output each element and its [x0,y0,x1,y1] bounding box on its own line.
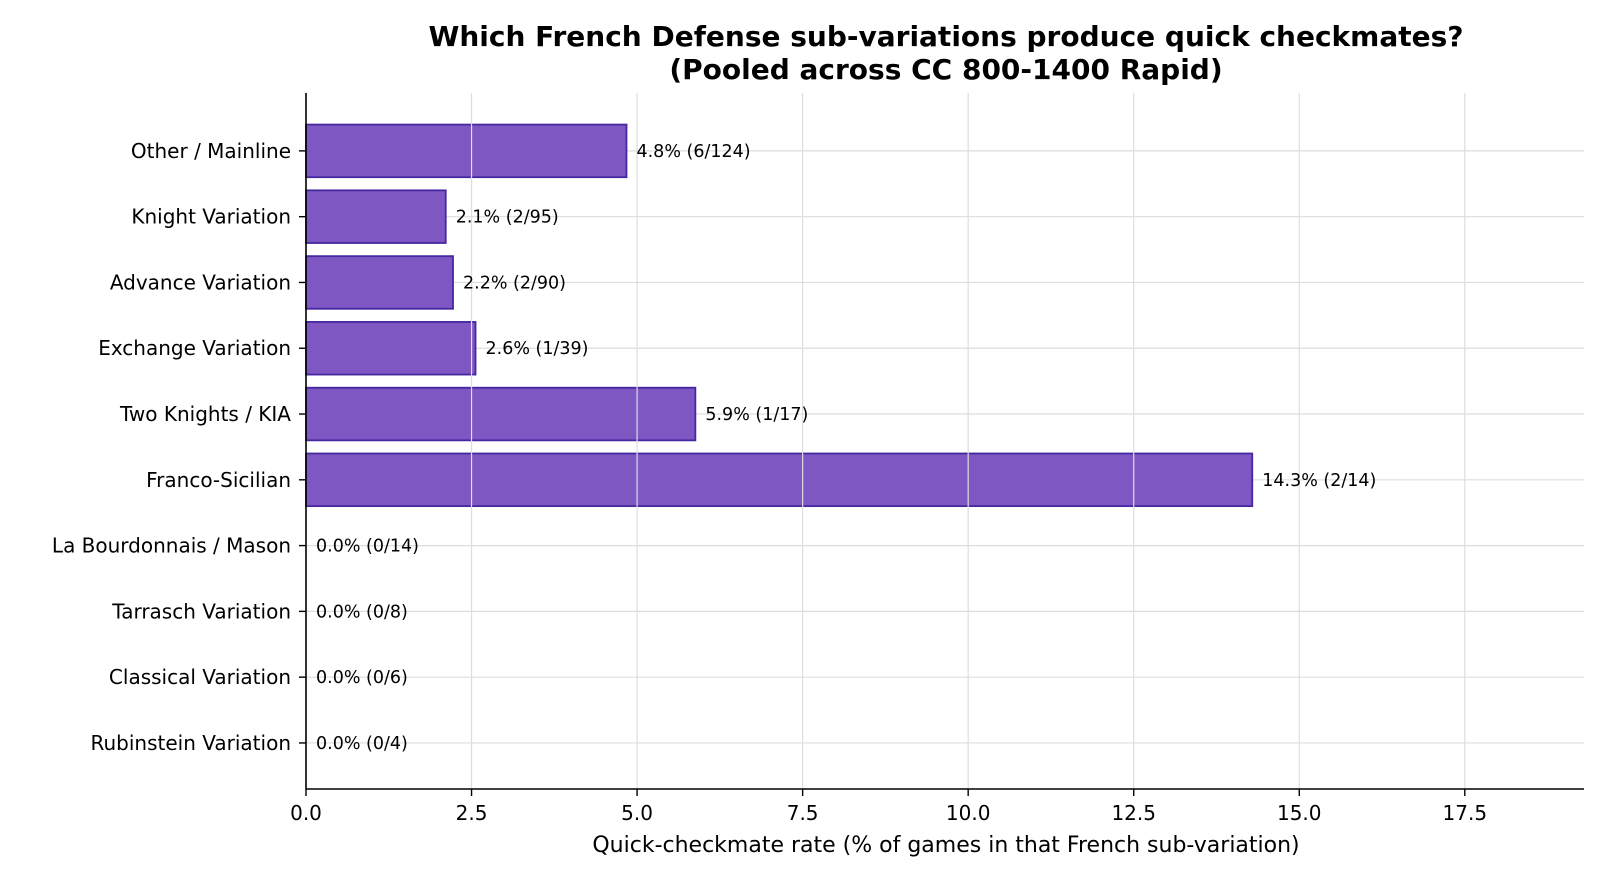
x-tick-label: 0.0 [290,801,322,825]
bar-value-label: 4.8% (6/124) [636,142,750,162]
y-tick-label: Tarrasch Variation [111,599,291,623]
bar-value-labels: 4.8% (6/124) 2.1% (2/95) 2.2% (2/90) 2.6% (… [316,142,1376,754]
y-tick-labels: Other / Mainline Knight Variation Advance … [52,139,306,755]
x-tick-label: 17.5 [1443,801,1488,825]
x-axis-label: Quick-checkmate rate (% of games in that… [592,833,1299,858]
bar-value-label: 2.1% (2/95) [456,208,559,228]
y-tick-label: Two Knights / KIA [119,402,291,426]
x-tick-label: 5.0 [621,801,653,825]
bar-value-label: 2.6% (1/39) [486,339,589,359]
y-tick-label: Classical Variation [109,665,291,689]
bars [305,123,1254,508]
x-tick-label: 12.5 [1111,801,1156,825]
gridlines [306,150,1584,744]
y-tick-label: Exchange Variation [98,336,291,360]
y-tick-label: Rubinstein Variation [91,731,292,755]
bar [305,255,454,310]
bar [305,189,447,244]
bar-value-label: 0.0% (0/14) [316,537,419,557]
bar-value-label: 0.0% (0/4) [316,734,408,754]
x-tick-label: 7.5 [787,801,819,825]
vertical-gridlines [470,93,1466,789]
bar-value-label: 2.2% (2/90) [463,273,566,293]
x-tick-label: 15.0 [1277,801,1322,825]
bar [305,321,477,376]
y-tick-label: La Bourdonnais / Mason [52,534,291,558]
chart-title: Which French Defense sub-variations prod… [428,20,1463,53]
bar [305,452,1254,508]
bar [305,123,628,179]
bar-value-label: 0.0% (0/6) [316,668,408,688]
bar [305,386,697,442]
bar-value-label: 0.0% (0/8) [316,602,408,622]
y-tick-label: Other / Mainline [131,139,291,163]
axes [305,93,1584,790]
x-tick-label: 2.5 [456,801,488,825]
x-tick-label: 10.0 [946,801,991,825]
x-tick-labels: 0.0 2.5 5.0 7.5 10.0 12.5 15.0 17.5 [290,789,1487,825]
y-tick-label: Franco-Sicilian [146,468,291,492]
y-tick-label: Knight Variation [131,205,291,229]
y-tick-label: Advance Variation [110,270,291,294]
chart-subtitle: (Pooled across CC 800-1400 Rapid) [669,53,1222,86]
bar-value-label: 14.3% (2/14) [1262,471,1376,491]
bar-value-label: 5.9% (1/17) [705,405,808,425]
